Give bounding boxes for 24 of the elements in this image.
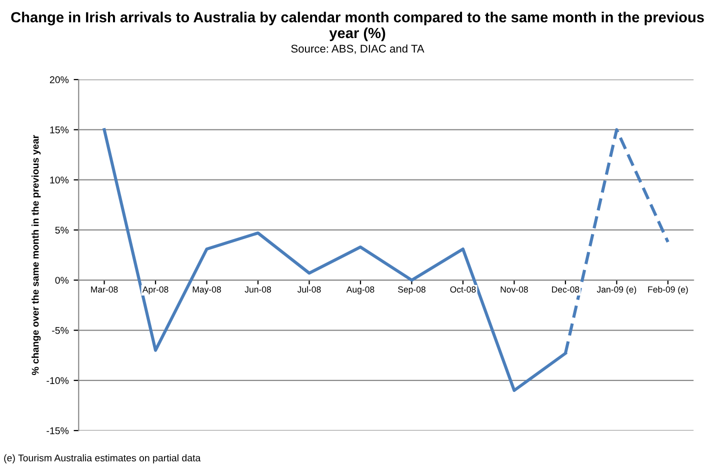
chart-subtitle: Source: ABS, DIAC and TA [291, 44, 424, 54]
chart-title: Change in Irish arrivals to Australia by calendar month compared to the same month in the previous year (%) [11, 12, 704, 42]
y-tick-label: -5% [52, 327, 69, 334]
x-tick-label: Mar-08 [91, 286, 118, 293]
x-tick-label: Feb-09 (e) [648, 286, 688, 294]
x-tick-label: Jan-09 (e) [596, 286, 636, 294]
x-tick-label: Jun-08 [244, 286, 271, 293]
x-tick-label: Dec-08 [552, 286, 580, 293]
x-tick-label: Jul-08 [297, 286, 321, 293]
y-axis-title: % change over the same month in the previous year [32, 134, 41, 376]
x-tick-label: Oct-08 [450, 286, 476, 293]
x-tick-label: Sep-08 [398, 286, 426, 294]
y-tick-label: -10% [46, 377, 69, 384]
y-tick-label: 15% [50, 126, 69, 134]
x-tick-label: Aug-08 [346, 286, 374, 294]
x-tick-label: Apr-08 [142, 286, 168, 294]
x-tick-label: May-08 [192, 286, 221, 294]
y-tick-label: 20% [50, 76, 69, 84]
y-tick-label: 5% [55, 226, 69, 234]
y-tick-label: 10% [50, 176, 69, 184]
text: (e) Tourism Australia estimates on partial data [4, 454, 201, 464]
y-tick-label: 0% [55, 276, 69, 284]
x-tick-label: Nov-08 [500, 286, 528, 293]
y-tick-label: -15% [46, 427, 69, 434]
